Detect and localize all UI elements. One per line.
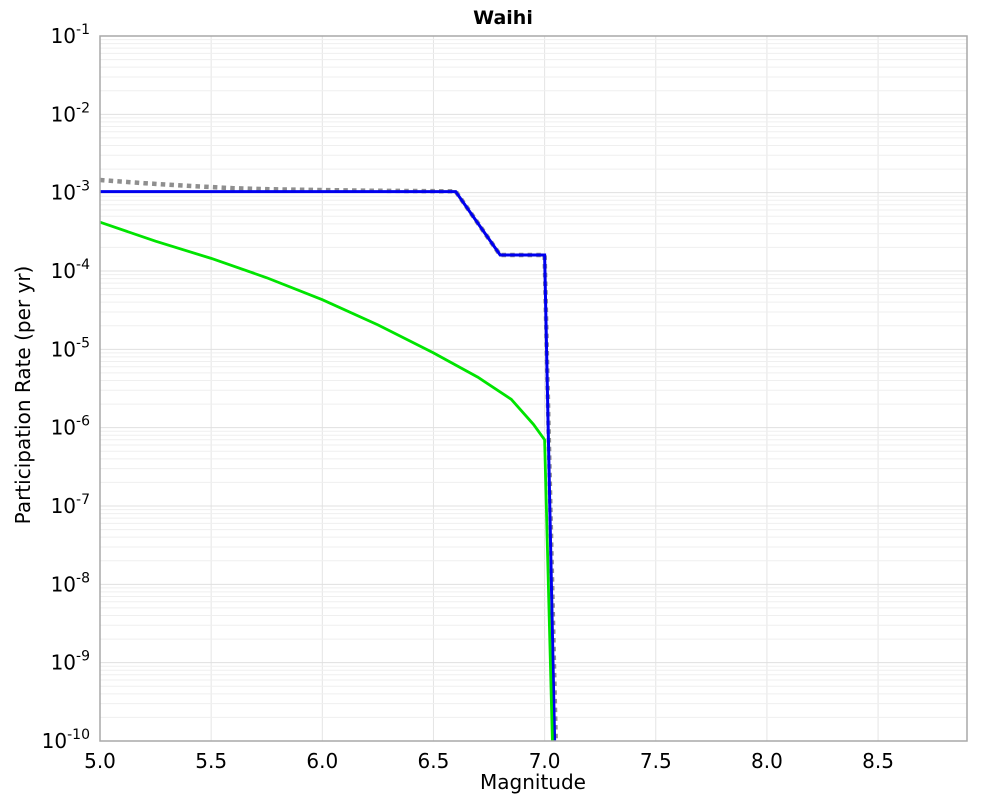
series-green-solid-line [100,220,554,741]
x-tick-labels: 5.0 5.5 6.0 6.5 7.0 7.5 8.0 8.5 [84,749,894,773]
y-tick-label-10e-2: 10-2 [51,100,90,126]
x-tick-label-7.0: 7.0 [529,749,561,773]
y-tick-label-10e-8: 10-8 [51,570,90,596]
y-tick-label-10e-4: 10-4 [51,257,91,283]
data-series-group [100,177,558,741]
y-tick-label-10e-10: 10-10 [42,727,90,753]
y-tick-label-10e-3: 10-3 [51,179,90,205]
x-tick-label-6.5: 6.5 [418,749,450,773]
plot-border [99,35,968,742]
vertical-gridlines [210,36,879,741]
chart-title: Waihi [473,7,533,29]
x-tick-label-6.0: 6.0 [306,749,338,773]
minor-horizontal-gridlines [100,39,967,718]
y-tick-label-10e-7: 10-7 [51,492,90,518]
y-tick-label-10e-1: 10-1 [51,22,90,48]
x-tick-label-8.0: 8.0 [751,749,783,773]
y-axis-label: Participation Rate (per yr) [11,266,35,525]
x-tick-label-5.5: 5.5 [195,749,227,773]
series-blue-solid-line [100,190,557,741]
x-tick-label-7.5: 7.5 [640,749,672,773]
y-tick-labels: 10-1 10-2 10-3 10-4 10-5 10-6 10-7 10-8 10-9 10-1… [42,22,90,753]
y-tick-label-10e-6: 10-6 [51,414,91,440]
x-tick-label-5.0: 5.0 [84,749,116,773]
plot-area [100,36,967,741]
y-tick-label-10e-9: 10-9 [51,649,90,675]
y-tick-label-10e-5: 10-5 [51,335,90,361]
x-tick-label-8.5: 8.5 [862,749,894,773]
x-axis-label: Magnitude [480,770,586,794]
